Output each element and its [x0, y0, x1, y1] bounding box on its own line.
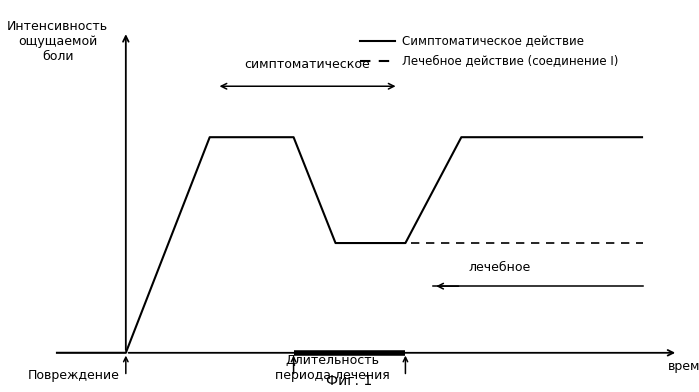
Text: симптоматическое: симптоматическое [245, 58, 370, 71]
Text: Интенсивность
ощущаемой
боли: Интенсивность ощущаемой боли [7, 20, 108, 63]
Text: Длительность
периода лечения: Длительность периода лечения [275, 354, 389, 382]
Text: лечебное: лечебное [468, 261, 531, 274]
Text: время: время [668, 360, 699, 373]
Text: Лечебное действие (соединение I): Лечебное действие (соединение I) [402, 54, 619, 67]
Text: Повреждение: Повреждение [28, 369, 120, 382]
Text: Симптоматическое действие: Симптоматическое действие [402, 34, 584, 48]
Text: Фиг. 1: Фиг. 1 [326, 374, 373, 388]
